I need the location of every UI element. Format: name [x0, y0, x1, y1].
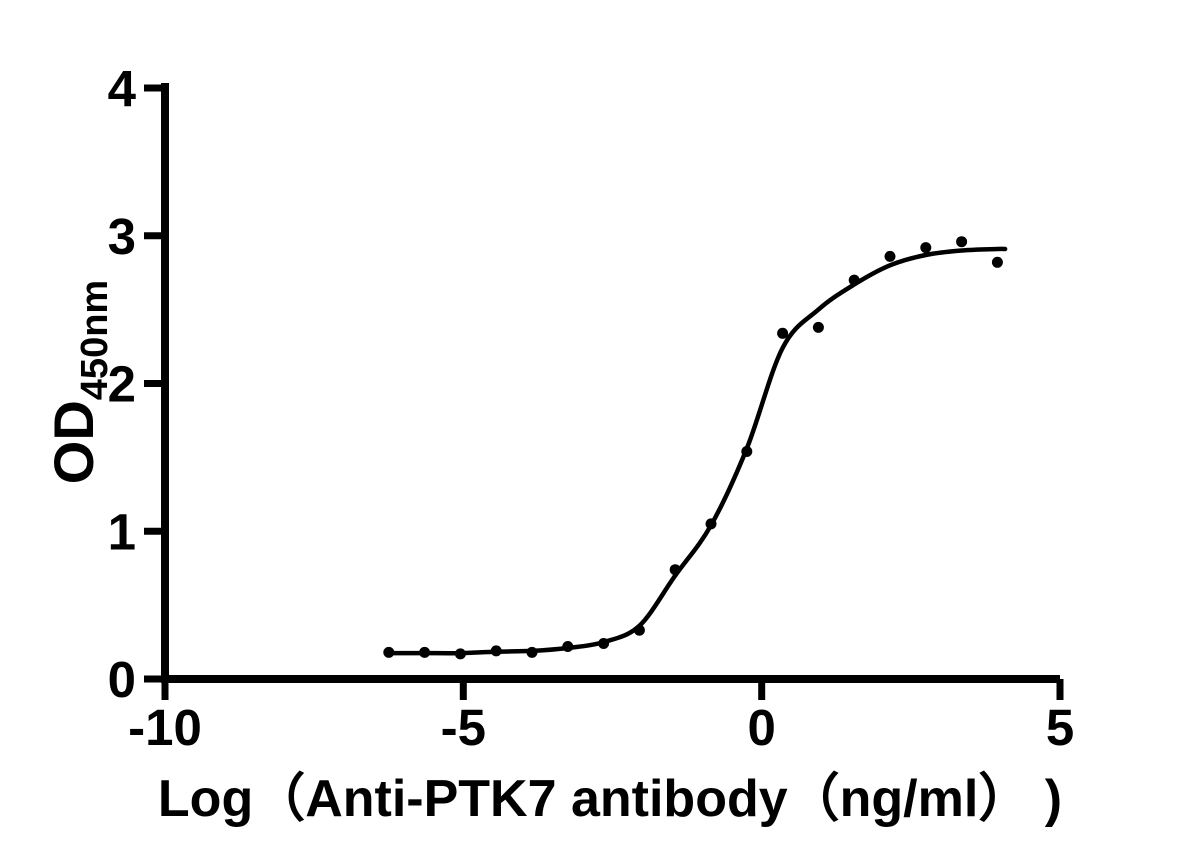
y-tick-label: 3	[108, 208, 136, 265]
data-point	[419, 646, 431, 658]
data-point	[848, 274, 860, 286]
data-point	[777, 327, 789, 339]
y-tick-label: 1	[108, 503, 136, 560]
data-point	[633, 624, 645, 636]
data-point	[884, 250, 896, 262]
y-axis-title-main: OD	[42, 400, 105, 484]
x-tick-label: 0	[748, 699, 776, 756]
data-point	[991, 256, 1003, 268]
dose-response-fit-curve	[386, 246, 1008, 656]
data-point	[920, 242, 932, 254]
data-point	[812, 321, 824, 333]
y-axis-title-subscript: 450nm	[74, 280, 116, 400]
y-axis-title: OD450nm	[42, 280, 116, 484]
data-point	[669, 564, 681, 576]
x-tick-label: -5	[441, 699, 486, 756]
data-point	[490, 645, 502, 657]
data-point	[741, 446, 753, 457]
y-tick-label: 4	[108, 60, 137, 117]
data-point	[383, 646, 395, 658]
data-point	[562, 641, 574, 652]
x-axis-title: Log（Anti-PTK7 antibody（ng/ml） )	[158, 770, 1062, 828]
data-point	[454, 648, 466, 660]
x-tick-label: 5	[1046, 699, 1074, 756]
data-point	[598, 638, 610, 649]
y-tick-label: 0	[108, 651, 136, 708]
data-point	[956, 236, 968, 248]
data-point	[705, 518, 717, 530]
data-point	[526, 646, 538, 658]
y-tick-label: 2	[108, 356, 136, 413]
x-tick-label: -10	[128, 699, 202, 756]
